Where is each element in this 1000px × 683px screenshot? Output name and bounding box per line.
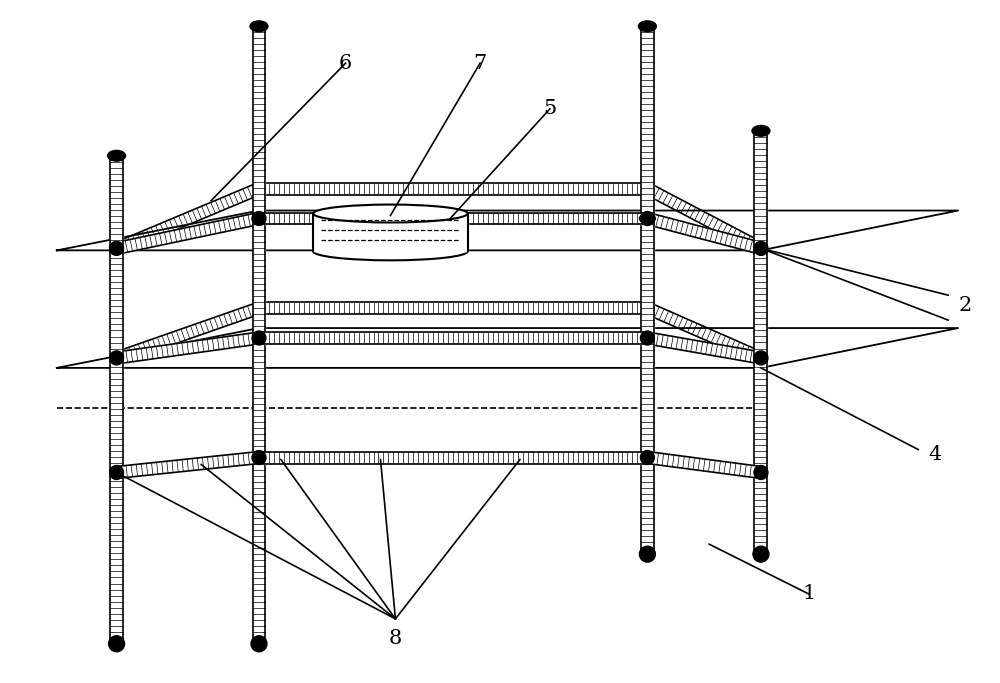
Polygon shape	[645, 303, 763, 363]
Polygon shape	[259, 212, 647, 225]
Polygon shape	[116, 332, 260, 364]
Circle shape	[252, 331, 266, 345]
Polygon shape	[646, 212, 762, 254]
Ellipse shape	[250, 21, 268, 31]
Circle shape	[754, 351, 768, 365]
Polygon shape	[110, 156, 123, 644]
Circle shape	[251, 636, 267, 652]
Circle shape	[639, 546, 655, 562]
Circle shape	[753, 546, 769, 562]
Polygon shape	[641, 26, 654, 554]
Circle shape	[109, 636, 125, 652]
Circle shape	[110, 241, 124, 255]
Polygon shape	[116, 451, 260, 478]
Polygon shape	[115, 303, 261, 363]
Circle shape	[252, 451, 266, 464]
Ellipse shape	[752, 126, 770, 136]
Polygon shape	[253, 26, 265, 644]
Ellipse shape	[639, 214, 655, 223]
Polygon shape	[114, 183, 261, 254]
Text: 6: 6	[339, 54, 352, 72]
Circle shape	[640, 212, 654, 225]
Polygon shape	[259, 302, 647, 314]
Circle shape	[754, 466, 768, 479]
Ellipse shape	[638, 21, 656, 31]
Circle shape	[252, 212, 266, 225]
Polygon shape	[57, 210, 958, 251]
Circle shape	[640, 331, 654, 345]
Ellipse shape	[313, 205, 468, 223]
Circle shape	[640, 451, 654, 464]
Polygon shape	[57, 328, 958, 368]
Polygon shape	[646, 332, 762, 364]
Text: 8: 8	[389, 629, 402, 648]
Text: 1: 1	[802, 585, 815, 604]
Text: 2: 2	[958, 296, 971, 315]
Polygon shape	[645, 183, 764, 253]
Polygon shape	[259, 332, 647, 344]
Text: 5: 5	[543, 100, 556, 118]
Polygon shape	[647, 451, 762, 478]
Circle shape	[110, 351, 124, 365]
Polygon shape	[754, 131, 767, 554]
Ellipse shape	[313, 242, 468, 260]
Ellipse shape	[108, 150, 126, 161]
Polygon shape	[313, 214, 468, 251]
Circle shape	[110, 466, 124, 479]
Polygon shape	[115, 212, 260, 254]
Text: 4: 4	[928, 445, 942, 464]
Circle shape	[754, 241, 768, 255]
Polygon shape	[259, 182, 647, 195]
Text: 7: 7	[473, 54, 487, 72]
Polygon shape	[259, 451, 647, 464]
